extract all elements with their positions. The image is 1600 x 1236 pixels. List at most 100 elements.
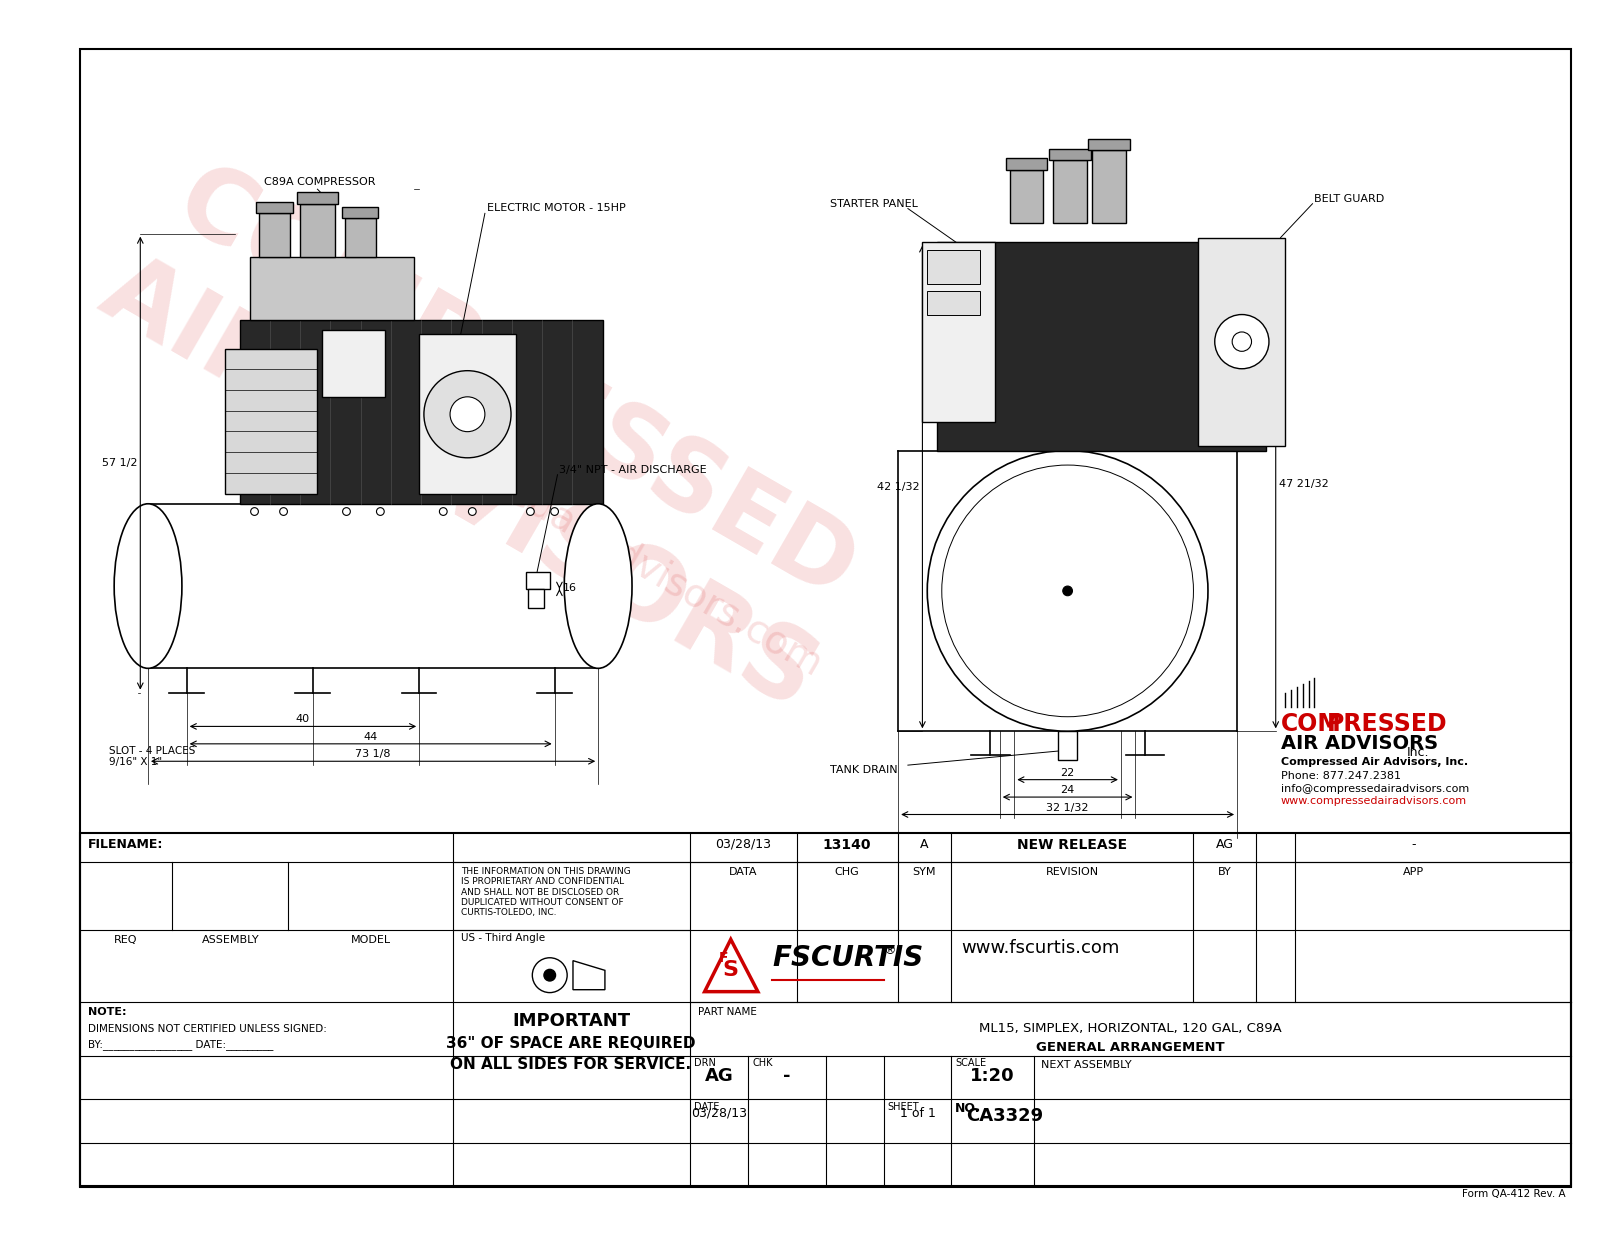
Bar xyxy=(419,335,515,494)
Text: 22: 22 xyxy=(1061,768,1075,777)
Text: FILENAME:: FILENAME: xyxy=(88,838,163,850)
Text: Compressed Air Advisors, Inc.: Compressed Air Advisors, Inc. xyxy=(1280,758,1467,768)
Text: www.compressedairadvisors.com: www.compressedairadvisors.com xyxy=(1280,796,1467,806)
Bar xyxy=(1088,138,1130,151)
Bar xyxy=(1058,732,1077,760)
Text: -: - xyxy=(782,1067,790,1085)
Bar xyxy=(226,349,317,494)
Circle shape xyxy=(342,508,350,515)
Text: C89A COMPRESSOR: C89A COMPRESSOR xyxy=(264,177,376,187)
Polygon shape xyxy=(573,960,605,990)
Circle shape xyxy=(550,508,558,515)
Bar xyxy=(80,833,1571,1187)
Text: 1:20: 1:20 xyxy=(970,1067,1014,1085)
Bar xyxy=(344,219,376,257)
Text: STARTER PANEL: STARTER PANEL xyxy=(830,199,918,209)
Text: SHEET: SHEET xyxy=(888,1103,918,1112)
Text: 57 1/2: 57 1/2 xyxy=(102,459,138,468)
Bar xyxy=(1006,158,1048,169)
Text: NEW RELEASE: NEW RELEASE xyxy=(1018,838,1128,852)
Circle shape xyxy=(251,508,258,515)
Text: US - Third Angle: US - Third Angle xyxy=(461,933,546,943)
Text: MODEL: MODEL xyxy=(350,934,390,944)
Circle shape xyxy=(544,969,555,981)
Bar xyxy=(928,290,981,315)
Text: NOTE:: NOTE: xyxy=(88,1007,126,1017)
Text: ON ALL SIDES FOR SERVICE.: ON ALL SIDES FOR SERVICE. xyxy=(451,1058,691,1073)
Text: CHK: CHK xyxy=(752,1058,773,1068)
Ellipse shape xyxy=(565,504,632,669)
Circle shape xyxy=(533,958,566,993)
Text: SLOT - 4 PLACES
9/16" X 1": SLOT - 4 PLACES 9/16" X 1" xyxy=(109,745,195,768)
Text: 03/28/13: 03/28/13 xyxy=(715,838,771,850)
Text: www.fscurtis.com: www.fscurtis.com xyxy=(962,939,1120,958)
Bar xyxy=(928,250,981,284)
Text: -: - xyxy=(1411,838,1416,850)
Text: AG: AG xyxy=(1216,838,1234,850)
Text: COMPRESSED
AIR ADVISORS: COMPRESSED AIR ADVISORS xyxy=(85,143,888,728)
Text: AIR ADVISORS: AIR ADVISORS xyxy=(1280,734,1438,753)
Text: 32 1/32: 32 1/32 xyxy=(1046,802,1090,812)
Circle shape xyxy=(450,397,485,431)
Text: Form QA-412 Rev. A: Form QA-412 Rev. A xyxy=(1462,1189,1566,1199)
Bar xyxy=(525,571,550,590)
Text: 3/4" NPT - AIR DISCHARGE: 3/4" NPT - AIR DISCHARGE xyxy=(560,465,707,475)
Text: SCALE: SCALE xyxy=(955,1058,987,1068)
Bar xyxy=(528,590,544,608)
Text: APP: APP xyxy=(1403,866,1424,876)
Text: NEXT ASSEMBLY: NEXT ASSEMBLY xyxy=(1042,1060,1133,1070)
Text: 73 1/8: 73 1/8 xyxy=(355,749,390,759)
Text: CHG: CHG xyxy=(835,866,859,876)
Text: DIMENSIONS NOT CERTIFIED UNLESS SIGNED:: DIMENSIONS NOT CERTIFIED UNLESS SIGNED: xyxy=(88,1023,326,1033)
Text: REVISION: REVISION xyxy=(1046,866,1099,876)
Text: IMPORTANT: IMPORTANT xyxy=(512,1012,630,1030)
Bar xyxy=(322,330,386,397)
Text: DATE: DATE xyxy=(694,1103,720,1112)
Bar xyxy=(259,214,290,257)
Text: CA3329: CA3329 xyxy=(966,1106,1043,1125)
Text: SYM: SYM xyxy=(912,866,936,876)
Text: 24: 24 xyxy=(1061,785,1075,795)
Text: 36" OF SPACE ARE REQUIRED: 36" OF SPACE ARE REQUIRED xyxy=(446,1036,696,1051)
Text: PRESSED: PRESSED xyxy=(1326,712,1448,735)
Text: THE INFORMATION ON THIS DRAWING
IS PROPRIETARY AND CONFIDENTIAL
AND SHALL NOT BE: THE INFORMATION ON THIS DRAWING IS PROPR… xyxy=(461,866,630,917)
Text: FSCURTIS: FSCURTIS xyxy=(773,944,923,971)
Text: BY:_________________ DATE:_________: BY:_________________ DATE:_________ xyxy=(88,1039,274,1049)
Circle shape xyxy=(280,508,288,515)
Text: ELECTRIC MOTOR - 15HP: ELECTRIC MOTOR - 15HP xyxy=(486,204,626,214)
Text: 47 21/32: 47 21/32 xyxy=(1278,480,1328,489)
Text: PART NAME: PART NAME xyxy=(698,1007,757,1017)
Text: 1 of 1: 1 of 1 xyxy=(899,1106,936,1120)
Circle shape xyxy=(424,371,510,457)
Text: 13140: 13140 xyxy=(822,838,870,852)
Circle shape xyxy=(942,465,1194,717)
Text: S: S xyxy=(723,960,739,980)
Text: 40: 40 xyxy=(296,714,310,724)
Text: GENERAL ARRANGEMENT: GENERAL ARRANGEMENT xyxy=(1037,1041,1226,1054)
Circle shape xyxy=(526,508,534,515)
Bar xyxy=(240,320,603,504)
Text: 16: 16 xyxy=(563,582,578,592)
Circle shape xyxy=(928,451,1208,732)
Bar xyxy=(301,204,334,257)
Text: Phone: 877.247.2381: Phone: 877.247.2381 xyxy=(1280,771,1400,781)
Bar xyxy=(342,206,379,219)
Text: ®: ® xyxy=(883,944,896,958)
Bar xyxy=(250,257,414,320)
Bar xyxy=(923,242,995,421)
Bar xyxy=(1198,237,1285,446)
Text: A: A xyxy=(920,838,928,850)
Text: ML15, SIMPLEX, HORIZONTAL, 120 GAL, C89A: ML15, SIMPLEX, HORIZONTAL, 120 GAL, C89A xyxy=(979,1022,1282,1035)
Bar xyxy=(1091,151,1126,222)
Text: ASSEMBLY: ASSEMBLY xyxy=(202,934,259,944)
Circle shape xyxy=(1062,586,1072,596)
Bar xyxy=(256,201,293,214)
Text: F: F xyxy=(718,950,728,965)
Circle shape xyxy=(376,508,384,515)
Text: DATA: DATA xyxy=(730,866,757,876)
Text: COM: COM xyxy=(1280,712,1341,735)
Bar xyxy=(938,242,1266,451)
Text: Inc.: Inc. xyxy=(1406,745,1429,759)
Bar xyxy=(1053,161,1086,222)
Text: 03/28/13: 03/28/13 xyxy=(691,1106,747,1120)
